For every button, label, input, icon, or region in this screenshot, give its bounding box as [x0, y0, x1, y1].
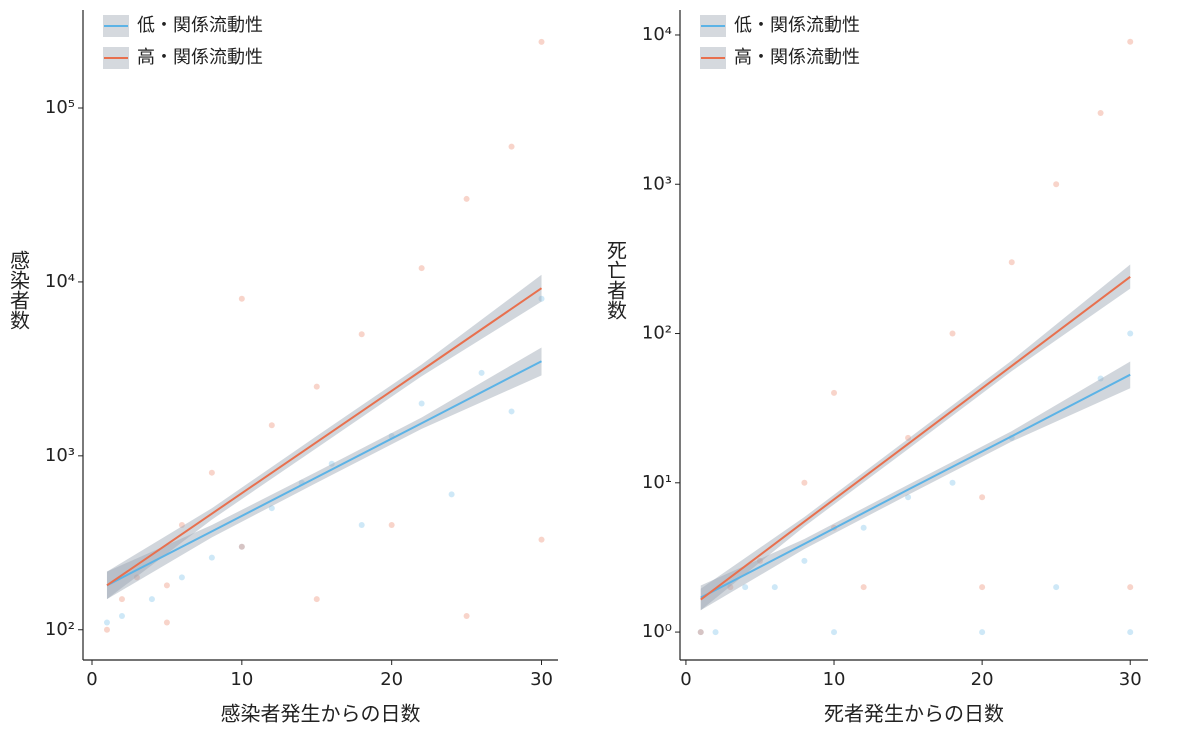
x-tick-label: 30 — [1119, 669, 1142, 690]
x-tick-label: 0 — [680, 669, 691, 690]
scatter-point — [268, 422, 275, 429]
scatter-point — [538, 295, 545, 302]
scatter-point — [538, 536, 545, 543]
scatter-point — [508, 143, 515, 150]
scatter-point — [178, 574, 185, 581]
scatter-point — [1097, 375, 1104, 382]
fit-line — [106, 287, 543, 587]
scatter-point — [148, 596, 155, 603]
scatter-point — [463, 612, 470, 619]
scatter-point — [1127, 629, 1134, 636]
scatter-point — [831, 629, 838, 636]
y-tick-label: 10² — [642, 323, 672, 344]
y-tick-label: 10³ — [642, 173, 672, 194]
scatter-point — [448, 491, 455, 498]
y-tick-label: 10⁰ — [642, 621, 672, 642]
x-tick-label: 30 — [530, 669, 553, 690]
legend-label: 高・関係流動性 — [734, 47, 860, 68]
y-tick-label: 10³ — [45, 445, 75, 466]
scatter-point — [979, 584, 986, 591]
fit-line — [700, 373, 1131, 599]
y-tick-label: 10⁴ — [45, 271, 75, 292]
y-axis-label: 感染者数 — [7, 250, 31, 330]
scatter-point — [1097, 110, 1104, 117]
scatter-point — [238, 543, 245, 550]
scatter-point — [1008, 259, 1015, 266]
scatter-point — [238, 543, 245, 550]
legend-label: 低・関係流動性 — [137, 15, 263, 36]
scatter-point — [313, 383, 320, 390]
x-tick-label: 0 — [86, 669, 97, 690]
y-axis-label: 死亡者数 — [604, 240, 628, 320]
y-tick-label: 10⁵ — [45, 97, 75, 118]
scatter-point — [208, 554, 215, 561]
scatter-point — [418, 400, 425, 407]
scatter-point — [538, 38, 545, 45]
scatter-point — [727, 584, 734, 591]
fit-line — [106, 360, 542, 587]
x-tick-label: 10 — [823, 669, 846, 690]
scatter-point — [1053, 584, 1060, 591]
scatter-point — [328, 460, 335, 467]
scatter-point — [358, 522, 365, 529]
scatter-point — [1053, 181, 1060, 188]
scatter-point — [905, 434, 912, 441]
scatter-point — [103, 619, 110, 626]
x-tick-label: 20 — [971, 669, 994, 690]
scatter-point — [478, 369, 485, 376]
scatter-point — [508, 408, 515, 415]
scatter-point — [1127, 38, 1134, 45]
scatter-point — [463, 195, 470, 202]
scatter-point — [712, 629, 719, 636]
scatter-point — [697, 629, 704, 636]
scatter-point — [103, 626, 110, 633]
fit-line — [700, 275, 1131, 601]
scatter-point — [163, 619, 170, 626]
scatter-point — [1127, 584, 1134, 591]
x-tick-label: 10 — [230, 669, 253, 690]
scatter-point — [771, 584, 778, 591]
scatter-point — [178, 522, 185, 529]
x-tick-label: 20 — [380, 669, 403, 690]
scatter-point — [388, 522, 395, 529]
scatter-point — [831, 389, 838, 396]
y-tick-label: 10¹ — [642, 472, 672, 493]
scatter-point — [133, 574, 140, 581]
scatter-point — [860, 524, 867, 531]
scatter-point — [801, 557, 808, 564]
scatter-point — [979, 629, 986, 636]
scatter-point — [418, 265, 425, 272]
scatter-point — [238, 295, 245, 302]
x-axis-label: 感染者発生からの日数 — [221, 702, 421, 726]
scatter-point — [801, 479, 808, 486]
scatter-point — [268, 505, 275, 512]
scatter-point — [358, 331, 365, 338]
scatter-point — [208, 469, 215, 476]
x-axis-label: 死者発生からの日数 — [824, 702, 1004, 726]
scatter-point — [949, 330, 956, 337]
legend-label: 高・関係流動性 — [137, 47, 263, 68]
scatter-point — [313, 596, 320, 603]
scatter-point — [697, 629, 704, 636]
scatter-point — [979, 494, 986, 501]
scatter-point — [742, 584, 749, 591]
scatter-point — [118, 612, 125, 619]
scatter-point — [949, 479, 956, 486]
scatter-point — [1127, 330, 1134, 337]
scatter-point — [118, 596, 125, 603]
scatter-point — [756, 557, 763, 564]
y-tick-label: 10² — [45, 619, 75, 640]
scatter-point — [163, 582, 170, 589]
scatter-point — [905, 494, 912, 501]
legend-label: 低・関係流動性 — [734, 15, 860, 36]
scatter-point — [860, 584, 867, 591]
y-tick-label: 10⁴ — [642, 24, 672, 45]
